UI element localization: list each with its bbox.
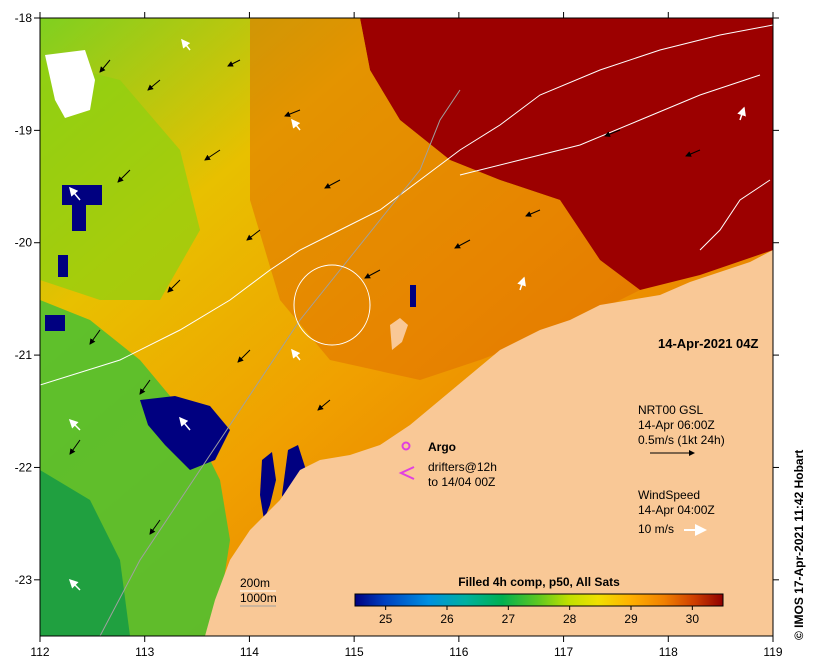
lon-tick-label: 115 <box>345 645 364 659</box>
plot-frame <box>39 17 774 637</box>
current-label-2: 14-Apr 06:00Z <box>638 418 715 432</box>
lon-tick-label: 118 <box>659 645 678 659</box>
lat-tick-label: -21 <box>15 348 33 362</box>
lat-tick-label: -20 <box>15 236 33 250</box>
isobath-1000m <box>99 89 461 636</box>
lon-tick-label: 116 <box>449 645 468 659</box>
lon-axis: 112 113 114 115 116 117 118 119 <box>30 12 783 659</box>
drifters-label-1: drifters@12h <box>428 460 497 474</box>
lon-tick-label: 112 <box>30 645 49 659</box>
eddy-contour <box>293 264 371 346</box>
drifter-marker-icon <box>398 466 415 480</box>
warm-water-northeast <box>360 18 773 290</box>
land-mainland <box>205 250 773 636</box>
no-data-patch <box>45 50 95 118</box>
colorbar-ticks: 25 26 27 28 29 30 <box>379 606 699 626</box>
colorbar-tick-label: 26 <box>440 612 454 626</box>
lon-tick-label: 113 <box>135 645 154 659</box>
drifters-label-2: to 14/04 00Z <box>428 475 495 489</box>
colorbar-tick-label: 27 <box>502 612 516 626</box>
cool-water-southwest <box>40 470 130 636</box>
colorbar-title: Filled 4h comp, p50, All Sats <box>458 575 620 589</box>
wind-label-1: WindSpeed <box>638 488 700 502</box>
lat-axis: -18 -19 -20 -21 -22 -23 <box>15 11 779 587</box>
lat-tick-label: -19 <box>15 123 33 137</box>
date-label: 14-Apr-2021 04Z <box>658 336 758 351</box>
isobath-200-label: 200m <box>240 576 270 590</box>
credit-text: © IMOS 17-Apr-2021 11:42 Hobart <box>792 449 806 640</box>
colorbar <box>354 593 724 607</box>
lon-tick-label: 114 <box>240 645 259 659</box>
wind-label-3: 10 m/s <box>638 522 674 536</box>
colorbar-tick-label: 29 <box>624 612 638 626</box>
isobath-1000-label: 1000m <box>240 591 277 605</box>
current-label-3: 0.5m/s (1kt 24h) <box>638 433 725 447</box>
current-label-1: NRT00 GSL <box>638 403 703 417</box>
argo-marker-icon <box>401 441 411 451</box>
colorbar-tick-label: 28 <box>563 612 577 626</box>
lon-tick-label: 117 <box>554 645 573 659</box>
lon-tick-label: 119 <box>763 645 782 659</box>
land-island <box>390 318 408 350</box>
wind-label-2: 14-Apr 04:00Z <box>638 503 715 517</box>
colorbar-tick-label: 25 <box>379 612 393 626</box>
argo-label: Argo <box>428 440 456 454</box>
lat-tick-label: -18 <box>15 11 33 25</box>
lat-tick-label: -23 <box>15 573 33 587</box>
lat-tick-label: -22 <box>15 460 33 474</box>
warm-transition-band <box>250 18 640 380</box>
colorbar-tick-label: 30 <box>686 612 700 626</box>
current-vectors <box>69 59 701 535</box>
wind-vectors <box>68 38 746 591</box>
